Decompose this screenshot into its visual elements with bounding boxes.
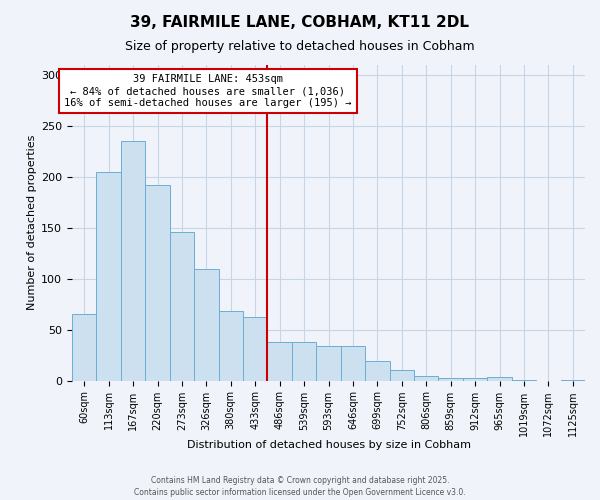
Bar [243, 318, 268, 380]
Bar [365, 362, 389, 380]
Bar [389, 370, 414, 380]
Bar [487, 376, 512, 380]
Text: 39 FAIRMILE LANE: 453sqm
← 84% of detached houses are smaller (1,036)
16% of sem: 39 FAIRMILE LANE: 453sqm ← 84% of detach… [64, 74, 352, 108]
Text: Contains HM Land Registry data © Crown copyright and database right 2025.
Contai: Contains HM Land Registry data © Crown c… [134, 476, 466, 497]
Bar [414, 376, 439, 380]
Bar [316, 346, 341, 380]
Bar [121, 142, 145, 380]
Y-axis label: Number of detached properties: Number of detached properties [27, 135, 37, 310]
Bar [97, 172, 121, 380]
Bar [268, 342, 292, 380]
X-axis label: Distribution of detached houses by size in Cobham: Distribution of detached houses by size … [187, 440, 470, 450]
Bar [463, 378, 487, 380]
Bar [72, 314, 97, 380]
Bar [145, 185, 170, 380]
Bar [218, 312, 243, 380]
Bar [341, 346, 365, 380]
Bar [170, 232, 194, 380]
Text: Size of property relative to detached houses in Cobham: Size of property relative to detached ho… [125, 40, 475, 53]
Bar [292, 342, 316, 380]
Bar [194, 268, 218, 380]
Text: 39, FAIRMILE LANE, COBHAM, KT11 2DL: 39, FAIRMILE LANE, COBHAM, KT11 2DL [131, 15, 470, 30]
Bar [439, 378, 463, 380]
